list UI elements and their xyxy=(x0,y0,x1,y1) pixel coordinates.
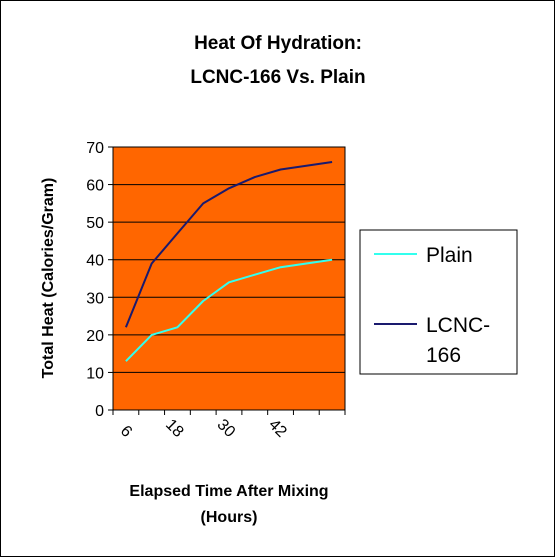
legend-entry-lcnc-166: LCNC- 166 xyxy=(374,314,490,367)
legend-label-plain: Plain xyxy=(426,244,473,267)
y-axis-label: Total Heat (Calories/Gram) xyxy=(40,178,57,379)
x-axis-label-line-1: Elapsed Time After Mixing xyxy=(129,483,328,500)
chart-title: Heat Of Hydration: LCNC-166 Vs. Plain xyxy=(190,33,365,88)
y-tick-label-70: 70 xyxy=(86,140,104,157)
x-tick-label-6: 6 xyxy=(117,423,135,441)
y-tick-label-20: 20 xyxy=(86,328,104,345)
y-axis-ticks: 0 10 20 30 40 50 60 70 xyxy=(86,140,113,420)
x-tick-label-42: 42 xyxy=(265,416,290,441)
x-axis-label-line-2: (Hours) xyxy=(201,509,258,526)
chart-title-line-1: Heat Of Hydration: xyxy=(194,33,362,54)
series-lines xyxy=(124,161,333,362)
legend-label-lcnc-166-line-1: LCNC- xyxy=(426,314,490,337)
x-tick-label-18: 18 xyxy=(162,416,187,441)
plot-area xyxy=(112,146,346,411)
x-axis-label: Elapsed Time After Mixing (Hours) xyxy=(129,483,328,526)
series-line-plain xyxy=(125,258,333,362)
y-tick-label-50: 50 xyxy=(86,215,104,232)
x-axis-ticks: 6 18 30 42 xyxy=(112,410,346,441)
legend-label-lcnc-166-line-2: 166 xyxy=(426,344,461,367)
y-tick-label-10: 10 xyxy=(86,365,104,382)
chart-title-line-2: LCNC-166 Vs. Plain xyxy=(190,67,365,88)
y-tick-label-60: 60 xyxy=(86,178,104,195)
y-tick-label-40: 40 xyxy=(86,253,104,270)
y-tick-label-0: 0 xyxy=(95,403,104,420)
series-line-lcnc-166 xyxy=(124,161,333,328)
y-tick-label-30: 30 xyxy=(86,290,104,307)
legend-entry-plain: Plain xyxy=(374,244,473,267)
x-tick-label-30: 30 xyxy=(214,416,239,441)
